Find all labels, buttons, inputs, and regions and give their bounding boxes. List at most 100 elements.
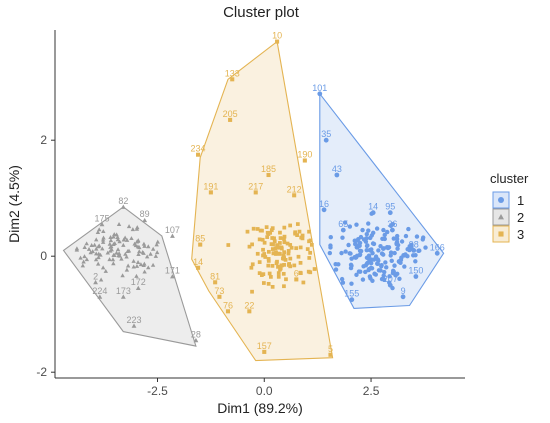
cluster-3-point: [230, 77, 235, 82]
cluster-1-point: [384, 265, 389, 270]
point-label: 223: [126, 315, 141, 325]
cluster-2-point: [114, 250, 119, 255]
cluster-3-point: [282, 234, 287, 239]
point-label: 133: [225, 68, 240, 78]
cluster-1-point: [366, 256, 372, 261]
cluster-2-point: [116, 222, 122, 226]
cluster-1-point: [391, 236, 396, 241]
cluster-3-point: [270, 247, 275, 251]
cluster-1-point: [348, 251, 353, 256]
cluster-1-point: [382, 269, 387, 275]
cluster-2-point: [137, 245, 142, 250]
cluster-3-point: [282, 262, 286, 267]
chart-title: Cluster plot: [223, 4, 300, 21]
cluster-3-point: [247, 244, 252, 249]
cluster-2-point: [135, 260, 141, 264]
point-label: 2: [93, 271, 98, 281]
cluster-1-point: [381, 273, 386, 278]
cluster-1-point: [409, 244, 414, 250]
cluster-2-point: [74, 247, 80, 252]
cluster-3-point: [262, 349, 267, 354]
cluster-3-point: [270, 263, 275, 268]
cluster-2-point: [100, 237, 106, 242]
point-label: 6: [294, 268, 299, 278]
cluster-1-point: [420, 237, 425, 242]
cluster-1-point: [365, 243, 370, 248]
cluster-3-point: [275, 259, 279, 264]
point-label: 101: [312, 83, 327, 93]
cluster-3-point: [225, 309, 231, 314]
cluster-2-point: [98, 277, 104, 282]
point-label: 107: [165, 225, 180, 235]
point-label: 185: [261, 164, 276, 174]
cluster-3-point: [275, 39, 280, 44]
cluster-1-point: [340, 227, 346, 233]
cluster-1-point: [397, 276, 402, 281]
cluster-2-point: [193, 337, 199, 343]
cluster-1-point: [340, 235, 345, 240]
point-label: 43: [332, 164, 342, 174]
cluster-1-point: [363, 269, 368, 275]
cluster-1-point: [405, 254, 410, 259]
cluster-3-point: [275, 243, 279, 247]
cluster-3-point: [266, 172, 271, 178]
cluster-2-point: [93, 279, 98, 285]
cluster-1-point: [366, 267, 371, 273]
cluster-1-point: [399, 239, 405, 244]
legend-marker-2: [498, 214, 504, 220]
cluster-2-point: [115, 247, 121, 252]
point-label: 76: [223, 300, 233, 310]
cluster-2-point: [124, 237, 130, 242]
legend: cluster 1 2 3: [490, 171, 529, 243]
cluster-3-point: [267, 271, 272, 276]
y-axis-title: Dim2 (4.5%): [6, 165, 22, 243]
cluster-3-point: [261, 247, 265, 252]
point-label: 207: [383, 274, 398, 284]
cluster-2-point: [97, 294, 103, 299]
cluster-2-point: [110, 257, 116, 262]
cluster-1-point: [403, 233, 409, 239]
point-label: 172: [131, 277, 146, 287]
cluster-3-point: [283, 257, 288, 262]
point-label: 224: [92, 286, 107, 296]
cluster-1-point: [381, 227, 386, 233]
cluster-2-point: [136, 252, 141, 256]
point-label: 36: [387, 219, 397, 229]
point-label: 171: [165, 266, 180, 276]
cluster-1-point: [394, 236, 400, 242]
y-axis-ticks: -2 0 2: [36, 133, 55, 379]
cluster-1-point: [354, 272, 359, 278]
cluster-2-point: [131, 258, 136, 263]
cluster-3-point: [308, 250, 313, 255]
cluster-2-point: [138, 262, 144, 267]
cluster-3-point: [282, 240, 287, 245]
cluster-1-point: [349, 297, 355, 303]
cluster-3-point: [301, 280, 306, 285]
point-label: 173: [116, 286, 131, 296]
cluster-2-point: [154, 250, 160, 255]
cluster-3-point: [328, 352, 333, 357]
cluster-1-point: [370, 210, 376, 216]
cluster-3-point: [261, 281, 266, 285]
point-label: 205: [223, 109, 238, 119]
point-label: 234: [191, 144, 206, 154]
cluster-3-point: [278, 252, 282, 256]
cluster-1-point: [327, 250, 333, 256]
cluster-3-point: [196, 152, 201, 157]
cluster-1-point: [411, 253, 416, 258]
cluster-2-point: [122, 235, 128, 240]
cluster-2-point: [92, 242, 97, 247]
cluster-3-point: [293, 230, 298, 235]
cluster-3-point: [294, 246, 299, 251]
cluster-2-point: [121, 237, 126, 242]
point-label: 14: [193, 257, 203, 267]
cluster-2-point: [95, 229, 101, 234]
cluster-1-point: [414, 234, 420, 239]
cluster-2-point: [124, 254, 129, 259]
cluster-3-point: [307, 229, 311, 234]
cluster-1-point: [379, 251, 385, 256]
cluster-2-point: [84, 257, 90, 262]
point-label: 155: [344, 289, 359, 299]
cluster-2-point: [111, 261, 116, 266]
